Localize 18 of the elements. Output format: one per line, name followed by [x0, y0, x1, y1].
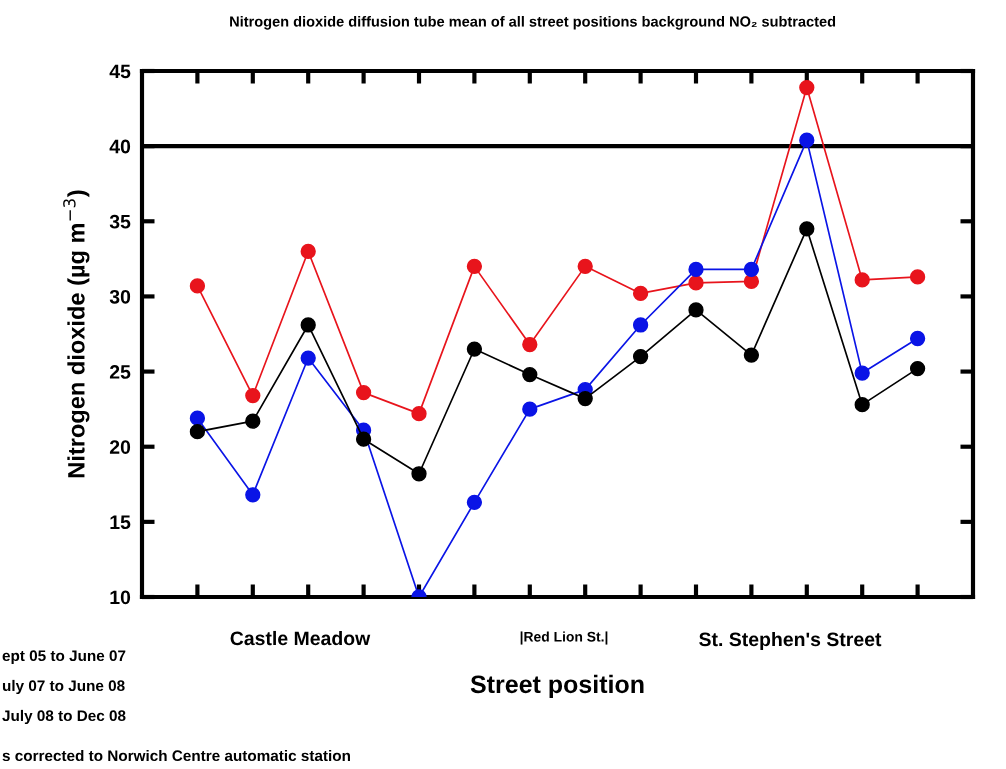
- text: uly 07 to June 08: [2, 679, 125, 695]
- text: s corrected to Norwich Centre automatic station: [2, 749, 350, 762]
- text: |Red Lion St.|: [520, 631, 608, 645]
- text: St. Stephen's Street: [699, 631, 882, 651]
- x-axis-title: Street position: [470, 674, 644, 699]
- y-tick-label: 30: [109, 289, 131, 304]
- y-tick-label: 25: [109, 365, 131, 379]
- y-tick-label: 40: [109, 139, 131, 154]
- y-tick-label: 10: [110, 590, 131, 605]
- text: July 08 to Dec 08: [2, 709, 126, 725]
- y-tick-label: 15: [110, 515, 131, 530]
- y-tick-label: 35: [109, 214, 131, 229]
- y-axis-title: Nitrogen dioxide (µg m$^{−3}$): [63, 190, 90, 478]
- text: Castle Meadow: [230, 630, 371, 646]
- text: ept 05 to June 07: [2, 650, 126, 665]
- y-tick-label: 20: [109, 440, 131, 454]
- y-tick-label: 45: [109, 64, 131, 79]
- chart-title: Nitrogen dioxide diffusion tube mean of all street positions background NO₂ subtracted: [230, 15, 836, 30]
